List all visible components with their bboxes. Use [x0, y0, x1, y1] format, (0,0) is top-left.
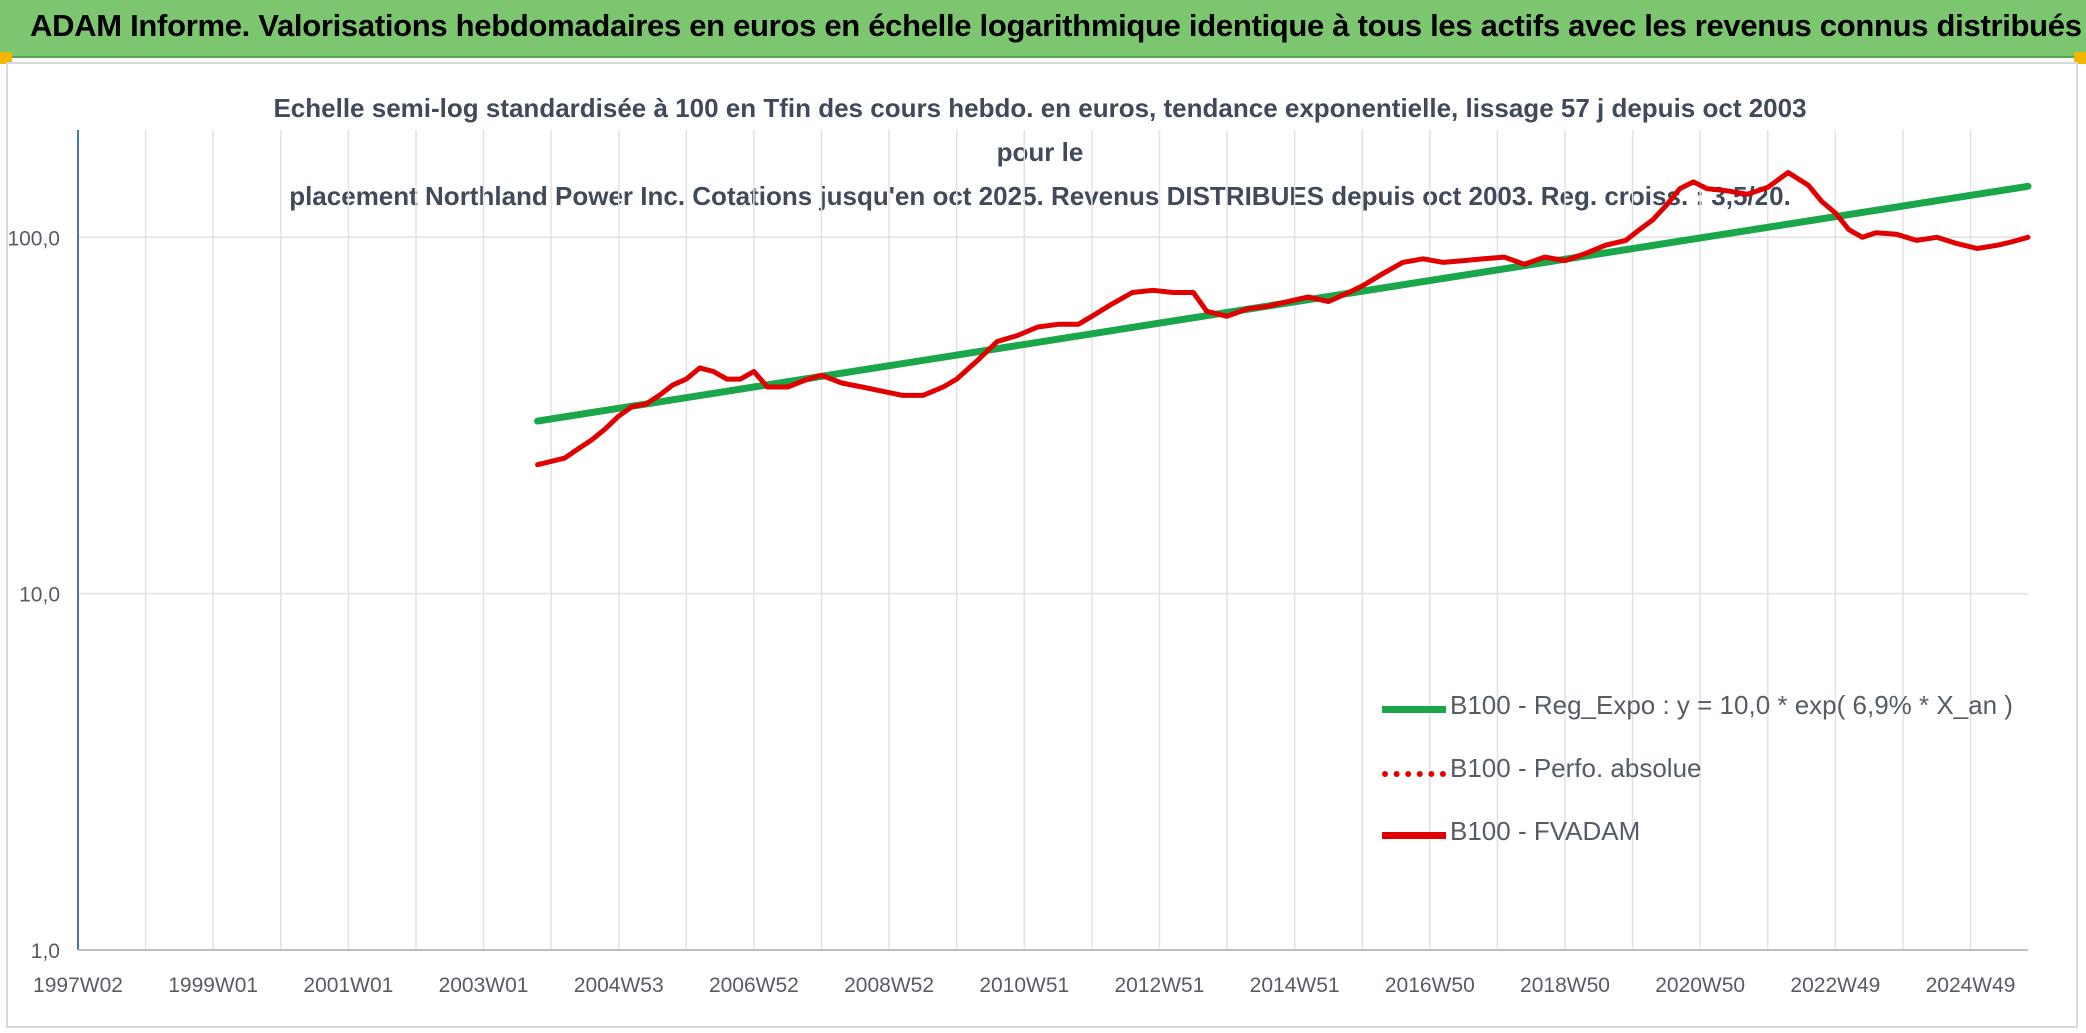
x-tick-label: 2014W51	[1250, 974, 1340, 997]
report-title: ADAM Informe. Valorisations hebdomadaire…	[30, 8, 2082, 43]
corner-marker-right	[2074, 52, 2086, 64]
chart-frame	[6, 62, 2078, 1028]
chart-title-line-2: placement Northland Power Inc. Cotations…	[289, 181, 1791, 211]
x-tick-label: 2004W53	[574, 974, 664, 997]
y-tick-label: 10,0	[19, 584, 60, 607]
legend-label-trend: B100 - Reg_Expo : y = 10,0 * exp( 6,9% *…	[1450, 690, 2013, 720]
report-banner: ADAM Informe. Valorisations hebdomadaire…	[0, 0, 2086, 58]
x-tick-label: 1997W02	[33, 974, 123, 997]
x-tick-label: 2024W49	[1926, 974, 2016, 997]
x-tick-label: 2010W51	[979, 974, 1069, 997]
legend-label-perfo: B100 - Perfo. absolue	[1450, 753, 1702, 783]
x-tick-label: 2012W51	[1115, 974, 1205, 997]
y-tick-label: 100,0	[7, 227, 60, 250]
legend-item-trend: B100 - Reg_Expo : y = 10,0 * exp( 6,9% *…	[1382, 680, 2022, 743]
y-tick-label: 1,0	[31, 940, 60, 963]
chart-title-line-1: Echelle semi-log standardisée à 100 en T…	[273, 93, 1807, 167]
x-tick-label: 2022W49	[1790, 974, 1880, 997]
legend-label-fvadam: B100 - FVADAM	[1450, 816, 1641, 846]
x-tick-label: 1999W01	[168, 974, 258, 997]
x-tick-label: 2001W01	[303, 974, 393, 997]
fvadam-line	[535, 170, 2031, 468]
x-tick-label: 2016W50	[1385, 974, 1475, 997]
x-tick-label: 2006W52	[709, 974, 799, 997]
x-tick-label: 2020W50	[1655, 974, 1745, 997]
legend-swatch-fvadam	[1382, 832, 1446, 839]
x-tick-label: 2003W01	[439, 974, 529, 997]
legend-item-perfo: B100 - Perfo. absolue	[1382, 743, 2022, 806]
x-tick-label: 2018W50	[1520, 974, 1610, 997]
legend-swatch-trend	[1382, 706, 1446, 713]
x-tick-label: 2008W52	[844, 974, 934, 997]
corner-marker-left	[0, 52, 12, 64]
legend-swatch-perfo	[1382, 771, 1446, 777]
chart-legend: B100 - Reg_Expo : y = 10,0 * exp( 6,9% *…	[1382, 680, 2022, 869]
chart-title: Echelle semi-log standardisée à 100 en T…	[260, 86, 1820, 218]
legend-item-fvadam: B100 - FVADAM	[1382, 806, 2022, 869]
